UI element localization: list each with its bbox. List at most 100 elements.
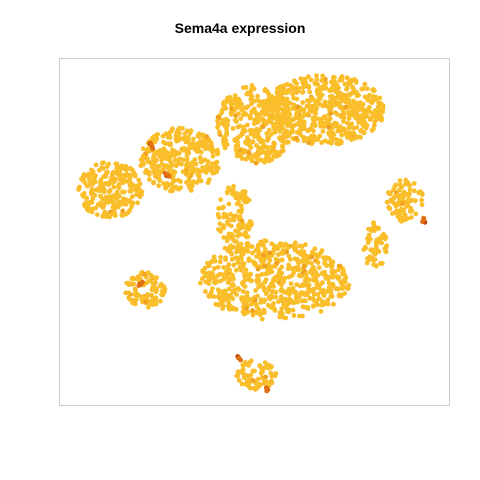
scatter-point	[274, 90, 280, 95]
scatter-point	[131, 170, 137, 176]
scatter-point	[248, 372, 254, 378]
scatter-point	[200, 132, 206, 138]
scatter-point	[306, 74, 311, 80]
scatter-point	[280, 143, 285, 149]
scatter-point	[106, 194, 111, 200]
scatter-point	[285, 244, 291, 250]
scatter-point	[186, 172, 192, 178]
scatter-point	[227, 303, 233, 309]
scatter-point	[127, 172, 133, 178]
scatter-point	[278, 296, 284, 302]
scatter-point	[120, 189, 125, 195]
scatter-point	[221, 204, 226, 210]
scatter-point	[148, 273, 154, 278]
scatter-point	[274, 94, 280, 100]
scatter-point	[264, 145, 270, 150]
scatter-point	[253, 288, 258, 293]
scatter-point	[102, 174, 108, 180]
scatter-point	[301, 135, 307, 140]
scatter-point	[314, 73, 319, 78]
scatter-point	[215, 118, 220, 124]
scatter-point	[240, 371, 246, 376]
scatter-point	[245, 104, 251, 109]
scatter-point	[240, 189, 246, 195]
scatter-point	[302, 298, 308, 304]
scatter-point	[405, 180, 411, 186]
scatter-point	[339, 112, 344, 118]
scatter-point	[274, 120, 280, 126]
scatter-point	[196, 173, 202, 178]
scatter-point	[255, 149, 261, 154]
scatter-point	[239, 295, 244, 301]
scatter-point	[408, 209, 413, 214]
scatter-point	[404, 204, 409, 209]
scatter-point	[80, 174, 86, 180]
scatter-point	[265, 380, 271, 385]
scatter-point	[101, 160, 106, 166]
scatter-point	[278, 271, 284, 277]
scatter-point	[331, 301, 336, 307]
scatter-point	[229, 283, 235, 288]
scatter-point	[328, 140, 334, 146]
scatter-point	[286, 139, 291, 145]
scatter-point	[312, 102, 317, 108]
scatter-point	[349, 137, 354, 143]
scatter-point	[103, 199, 108, 205]
scatter-point	[145, 159, 151, 165]
scatter-point	[118, 175, 123, 181]
scatter-point	[292, 246, 298, 252]
scatter-point	[367, 254, 373, 260]
scatter-point	[261, 307, 267, 313]
scatter-point	[413, 198, 418, 204]
scatter-point	[232, 192, 238, 198]
scatter-point	[190, 140, 196, 146]
scatter-point	[305, 304, 311, 310]
scatter-point	[260, 369, 265, 375]
scatter-point	[179, 146, 185, 152]
scatter-point	[235, 103, 241, 108]
scatter-point	[225, 280, 231, 285]
scatter-point	[277, 152, 282, 158]
scatter-point	[333, 137, 339, 142]
scatter-point	[326, 104, 331, 110]
scatter-point	[235, 233, 241, 239]
scatter-point	[123, 167, 129, 173]
scatter-point	[266, 152, 272, 158]
scatter-point	[234, 239, 240, 245]
scatter-point	[98, 200, 103, 206]
scatter-point	[218, 278, 223, 284]
scatter-point	[215, 294, 221, 300]
scatter-point	[106, 161, 111, 167]
scatter-point	[217, 271, 223, 277]
scatter-point	[277, 116, 283, 122]
scatter-point	[331, 74, 336, 80]
scatter-point	[291, 313, 297, 318]
scatter-point	[318, 309, 324, 314]
scatter-point	[197, 132, 203, 138]
scatter-point	[244, 91, 250, 97]
scatter-point	[335, 100, 340, 105]
scatter-point	[243, 230, 249, 236]
scatter-point	[211, 279, 217, 285]
scatter-point	[250, 250, 255, 256]
scatter-point	[354, 109, 359, 115]
scatter-point	[209, 259, 214, 265]
scatter-point	[98, 193, 103, 199]
scatter-point	[254, 116, 260, 122]
scatter-point	[119, 212, 125, 218]
scatter-point	[344, 86, 350, 91]
scatter-point	[325, 301, 331, 307]
scatter-point	[277, 314, 283, 320]
scatter-point	[179, 161, 184, 167]
scatter-point	[232, 97, 238, 103]
scatter-point	[262, 360, 268, 366]
scatter-point	[411, 188, 417, 194]
scatter-point	[203, 279, 209, 285]
scatter-point	[376, 100, 381, 106]
scatter-point	[136, 277, 142, 283]
scatter-point	[393, 203, 399, 209]
scatter-point	[373, 97, 379, 103]
scatter-point	[306, 140, 312, 146]
scatter-point	[299, 298, 305, 304]
scatter-point	[261, 119, 267, 125]
